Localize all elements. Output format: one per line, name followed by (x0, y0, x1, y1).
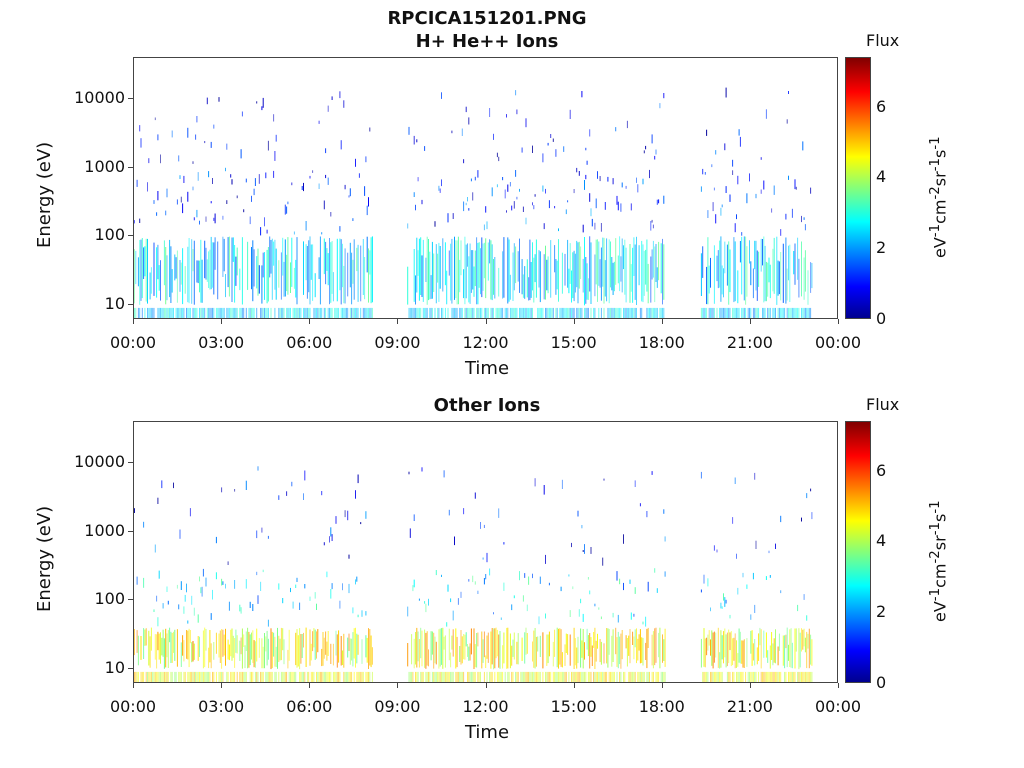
x-tick-mark (133, 319, 134, 324)
x-tick-mark (661, 683, 663, 688)
y-tick-mark (128, 530, 133, 532)
x-tick-mark (309, 319, 311, 324)
x-axis-label-2: Time (464, 722, 510, 743)
colorbar-1 (845, 57, 871, 319)
x-tick-label: 09:00 (374, 333, 421, 352)
x-tick-mark (221, 319, 223, 324)
y-tick-label: 1000 (84, 156, 125, 176)
x-tick-label: 03:00 (198, 697, 245, 716)
x-tick-label: 00:00 (109, 697, 157, 716)
x-tick-label: 06:00 (286, 333, 333, 352)
x-tick-label: 12:00 (462, 333, 509, 352)
x-tick-label: 03:00 (198, 333, 245, 352)
x-tick-label: 18:00 (638, 697, 685, 716)
x-tick-label: 06:00 (286, 697, 333, 716)
colorbar-2 (845, 421, 871, 683)
colorbar-tick-label: 2 (876, 602, 887, 622)
y-tick-mark (128, 166, 133, 168)
chart-title-2: Other Ions (433, 395, 541, 416)
spectrogram-plot-2 (134, 466, 813, 682)
y-axis-label-2: Energy (eV) (34, 505, 55, 612)
x-tick-mark (661, 319, 663, 324)
y-tick-mark (128, 98, 133, 100)
colorbar-unit-label-1: eV-1cm-2sr-1s-1 (928, 136, 950, 258)
colorbar-tick-label: 2 (876, 238, 887, 258)
x-tick-mark (573, 683, 575, 688)
x-tick-mark (397, 319, 399, 324)
x-tick-mark (838, 319, 839, 324)
x-tick-mark (485, 319, 487, 324)
spectrogram-plot-1 (134, 87, 813, 318)
y-tick-label: 10 (104, 657, 125, 677)
colorbar-title-1: Flux (866, 31, 900, 50)
y-tick-label: 100 (94, 589, 125, 609)
x-tick-mark (221, 683, 223, 688)
spectrogram-pixels (134, 87, 813, 318)
colorbar-tick-label: 6 (876, 96, 887, 116)
x-tick-label: 00:00 (109, 333, 157, 352)
y-tick-label: 100 (94, 225, 125, 245)
x-tick-label: 00:00 (814, 333, 862, 352)
x-tick-mark (749, 683, 751, 688)
y-tick-mark (128, 235, 133, 237)
y-axis-label-1: Energy (eV) (34, 141, 55, 248)
x-tick-label: 15:00 (550, 697, 597, 716)
colorbar-tick-label: 4 (876, 531, 887, 551)
chart-subtitle: H+ He++ Ions (415, 31, 559, 52)
colorbar-tick-label: 0 (876, 673, 887, 692)
spectrogram-axes-1 (133, 57, 838, 319)
x-axis-label-1: Time (464, 358, 510, 379)
x-tick-label: 12:00 (462, 697, 509, 716)
colorbar-tick-label: 0 (876, 309, 887, 328)
colorbar-tick-label: 6 (876, 460, 887, 480)
y-tick-mark (128, 667, 133, 669)
x-tick-mark (133, 683, 134, 688)
spectrogram-pixels (134, 466, 813, 682)
x-tick-label: 15:00 (550, 333, 597, 352)
x-tick-label: 21:00 (726, 333, 773, 352)
x-tick-mark (397, 683, 399, 688)
y-tick-label: 10000 (74, 88, 125, 108)
x-tick-mark (309, 683, 311, 688)
y-tick-label: 1000 (84, 520, 125, 540)
x-tick-mark (749, 319, 751, 324)
y-tick-label: 10000 (74, 452, 125, 472)
y-tick-mark (128, 599, 133, 601)
x-tick-label: 09:00 (374, 697, 421, 716)
x-tick-mark (838, 683, 839, 688)
colorbar-tick-label: 4 (876, 167, 887, 187)
x-tick-mark (573, 319, 575, 324)
y-tick-mark (128, 462, 133, 464)
x-tick-mark (485, 683, 487, 688)
x-tick-label: 00:00 (814, 697, 862, 716)
y-tick-mark (128, 303, 133, 305)
x-tick-label: 18:00 (638, 333, 685, 352)
colorbar-unit-label-2: eV-1cm-2sr-1s-1 (928, 500, 950, 622)
colorbar-title-2: Flux (866, 395, 900, 414)
spectrogram-axes-2 (133, 421, 838, 683)
x-tick-label: 21:00 (726, 697, 773, 716)
chart-title: RPCICA151201.PNG (387, 8, 587, 29)
y-tick-label: 10 (104, 293, 125, 313)
